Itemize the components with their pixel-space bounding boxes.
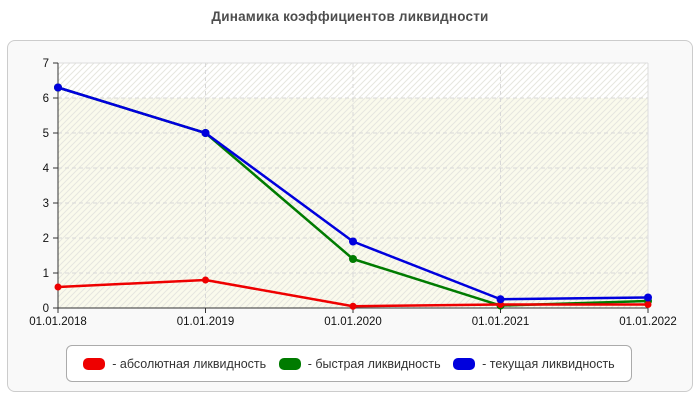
y-tick-label: 0 xyxy=(43,303,49,315)
y-tick-label: 3 xyxy=(43,198,49,210)
x-tick-label: 01.01.2018 xyxy=(29,316,87,328)
legend-swatch-icon xyxy=(278,357,301,370)
series-абсолютная-ликвидность xyxy=(54,276,652,310)
legend-label: - текущая ликвидность xyxy=(482,356,615,371)
y-tick-label: 7 xyxy=(43,58,49,70)
chart-title: Динамика коэффициентов ликвидности xyxy=(211,9,489,24)
legend: - абсолютная ликвидность - быстрая ликвид… xyxy=(66,345,632,382)
series-текущая-ликвидность xyxy=(54,83,652,304)
x-axis-labels: 01.01.2018 01.01.2019 01.01.2020 01.01.2021… xyxy=(29,316,677,328)
y-tick-label: 5 xyxy=(43,128,49,140)
legend-swatch-icon xyxy=(453,357,476,370)
data-point xyxy=(201,129,210,137)
y-axis-labels: 0 1 2 3 4 5 6 7 xyxy=(43,58,50,315)
y-tick-label: 4 xyxy=(43,163,50,175)
data-point xyxy=(349,237,357,246)
legend-label: - абсолютная ликвидность xyxy=(112,356,267,371)
data-point xyxy=(644,293,652,302)
data-point xyxy=(496,295,505,304)
data-point xyxy=(54,83,62,92)
chart-panel: 0 1 2 3 4 5 6 7 01.01.2018 01.01.2019 01.01.2020 01… xyxy=(7,40,693,392)
data-point xyxy=(54,283,62,291)
legend-item: - текущая ликвидность xyxy=(453,357,615,371)
data-point xyxy=(644,301,652,308)
gridlines xyxy=(58,62,649,308)
data-point xyxy=(349,255,357,263)
x-tick-label: 01.01.2020 xyxy=(324,316,382,328)
legend-swatch-icon xyxy=(83,357,106,370)
data-point xyxy=(349,302,357,310)
y-tick-label: 1 xyxy=(43,268,49,280)
data-point xyxy=(202,276,209,284)
x-tick-label: 01.01.2019 xyxy=(177,316,235,328)
y-tick-label: 2 xyxy=(43,233,49,245)
legend-item: - быстрая ликвидность xyxy=(278,356,441,371)
x-tick-label: 01.01.2022 xyxy=(619,316,677,328)
x-tick-label: 01.01.2021 xyxy=(472,316,530,328)
legend-item: - абсолютная ликвидность xyxy=(83,357,266,371)
legend-label: - быстрая ликвидность xyxy=(307,356,441,371)
y-tick-label: 6 xyxy=(43,93,49,105)
